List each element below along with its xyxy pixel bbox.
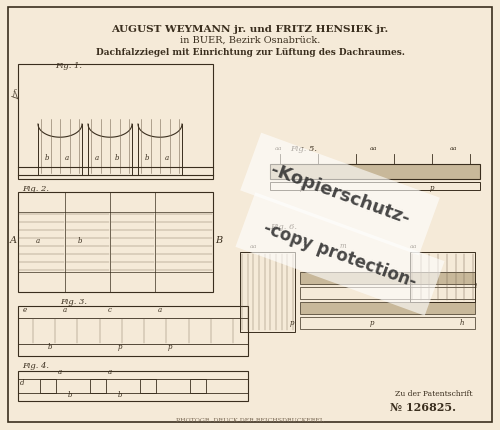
Text: a: a bbox=[158, 305, 162, 313]
Text: a: a bbox=[58, 367, 62, 375]
Text: a: a bbox=[63, 305, 67, 313]
Text: Dachfalzziegel mit Einrichtung zur Lüftung des Dachraumes.: Dachfalzziegel mit Einrichtung zur Lüftu… bbox=[96, 48, 405, 57]
Bar bbox=[18, 306, 248, 356]
Text: p: p bbox=[370, 318, 374, 326]
Text: Fig. 5.: Fig. 5. bbox=[290, 144, 317, 153]
Text: aa: aa bbox=[450, 146, 458, 150]
Bar bbox=[300, 302, 475, 314]
Text: h: h bbox=[460, 318, 464, 326]
Text: c: c bbox=[108, 305, 112, 313]
Text: PHOTOGR. DRUCK DER REICHSDRUCKEREI.: PHOTOGR. DRUCK DER REICHSDRUCKEREI. bbox=[176, 417, 324, 422]
Text: b: b bbox=[45, 154, 50, 162]
Text: in BUER, Bezirk Osnabrück.: in BUER, Bezirk Osnabrück. bbox=[180, 36, 320, 45]
Text: A: A bbox=[10, 236, 17, 244]
Bar bbox=[18, 193, 213, 292]
Bar bbox=[90, 379, 106, 393]
Text: aa: aa bbox=[370, 146, 378, 150]
Text: b: b bbox=[145, 154, 150, 162]
Text: a: a bbox=[165, 154, 169, 162]
Text: aa: aa bbox=[250, 243, 258, 249]
Bar bbox=[40, 379, 56, 393]
Text: AUGUST WEYMANN jr. und FRITZ HENSIEK jr.: AUGUST WEYMANN jr. und FRITZ HENSIEK jr. bbox=[112, 25, 388, 34]
Text: Fig. 6.: Fig. 6. bbox=[270, 222, 297, 230]
Text: Fig. 2.: Fig. 2. bbox=[22, 184, 49, 193]
Text: B: B bbox=[215, 236, 222, 244]
Bar bbox=[18, 371, 248, 401]
Text: № 126825.: № 126825. bbox=[390, 401, 456, 412]
Text: e: e bbox=[23, 305, 27, 313]
Text: a: a bbox=[95, 154, 99, 162]
Text: a: a bbox=[65, 154, 69, 162]
Text: -Kopierschutz-: -Kopierschutz- bbox=[268, 161, 412, 228]
Bar bbox=[140, 379, 156, 393]
Bar bbox=[18, 65, 213, 180]
Text: b: b bbox=[115, 154, 119, 162]
Text: p: p bbox=[290, 318, 294, 326]
Text: Fig. 3.: Fig. 3. bbox=[60, 297, 87, 305]
Text: p: p bbox=[168, 342, 172, 350]
Text: b: b bbox=[48, 342, 52, 350]
Bar bbox=[410, 252, 475, 302]
Text: b: b bbox=[118, 390, 122, 398]
Text: aa: aa bbox=[410, 243, 418, 249]
Text: m: m bbox=[340, 241, 346, 249]
Bar bbox=[300, 287, 475, 299]
Text: a: a bbox=[36, 237, 40, 244]
Bar bbox=[270, 183, 480, 190]
Text: -copy protection-: -copy protection- bbox=[261, 218, 419, 290]
Text: p: p bbox=[118, 342, 122, 350]
Text: b: b bbox=[78, 237, 82, 244]
Text: Zu der Patentschrift: Zu der Patentschrift bbox=[395, 389, 472, 397]
Bar bbox=[240, 252, 295, 332]
Text: p: p bbox=[430, 184, 434, 191]
Bar bbox=[300, 317, 475, 329]
Text: p: p bbox=[300, 184, 304, 191]
Bar bbox=[270, 165, 480, 180]
Text: d: d bbox=[20, 378, 24, 386]
Text: i: i bbox=[475, 281, 477, 289]
Text: a: a bbox=[108, 367, 112, 375]
Text: Fig. 4.: Fig. 4. bbox=[22, 361, 49, 369]
Text: f: f bbox=[12, 89, 14, 97]
Text: k: k bbox=[320, 241, 324, 249]
Text: aa: aa bbox=[275, 146, 282, 150]
Bar bbox=[300, 272, 475, 284]
Text: Fig. 1.: Fig. 1. bbox=[55, 62, 82, 70]
Text: b: b bbox=[68, 390, 72, 398]
Bar bbox=[190, 379, 206, 393]
